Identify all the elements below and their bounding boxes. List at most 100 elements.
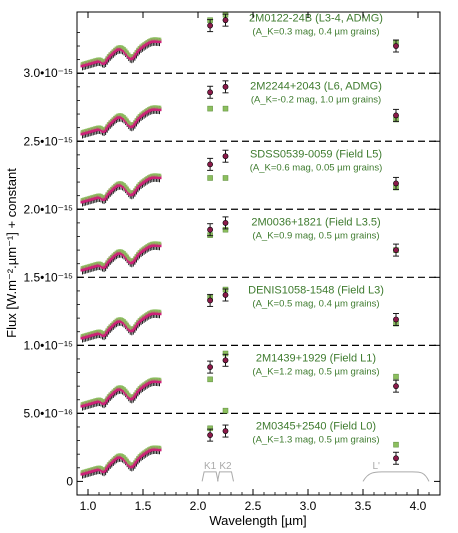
model-spectrum-point: [122, 455, 126, 459]
photometry-K1: [207, 161, 213, 168]
spectrum-point: [134, 391, 139, 396]
y-axis-label: Flux [W.m⁻².µm⁻¹] + constant: [4, 168, 19, 338]
series-subtitle: (A_K=0.5 mag, 0.4 µm grains): [252, 299, 379, 310]
y-tick-label: 2.0•10⁻¹⁵: [23, 202, 73, 216]
spectrum-2: [80, 173, 162, 207]
model-spectrum-point: [125, 186, 129, 190]
model-spectrum-point: [123, 48, 128, 52]
model-spectrum-point: [125, 254, 129, 258]
model-photometry-K2: [222, 407, 229, 414]
model-spectrum-point: [123, 456, 128, 460]
spectrum-1: [80, 105, 162, 139]
filter-curve: [362, 471, 430, 482]
spectrum-point: [132, 393, 137, 398]
x-tick-label: 2.5: [245, 499, 262, 513]
model-spectrum-point: [122, 387, 126, 391]
model-spectrum-point: [122, 251, 126, 255]
model-photometry-L: [393, 441, 399, 448]
spectrum-point: [103, 400, 108, 405]
model-spectrum-point: [126, 392, 131, 396]
series-label: 2M2244+2043 (L6, ADMG): [250, 81, 382, 93]
spectrum-point: [134, 459, 139, 464]
spectrum-point: [132, 189, 137, 194]
model-spectrum-point: [122, 46, 126, 50]
spectrum-point: [157, 39, 162, 44]
spectrum-point: [105, 125, 110, 130]
model-spectrum-point: [122, 319, 126, 323]
spectrum-5: [80, 377, 162, 411]
model-photometry-L: [393, 373, 399, 380]
model-photometry-K1: [207, 105, 213, 112]
model-spectrum-point: [125, 458, 129, 462]
filter-curve: [217, 471, 234, 482]
model-spectrum-point: [122, 183, 126, 187]
series-subtitle: (A_K=0.3 mag, 0.4 µm grains): [252, 27, 379, 38]
photometry-6: [207, 407, 399, 465]
photometry-K1: [207, 432, 213, 439]
photometry-K2: [222, 153, 229, 160]
separator-lines: [77, 72, 440, 414]
photometry-1: [207, 80, 399, 123]
model-spectrum-point: [126, 256, 131, 260]
filter-curves: K1 K2 L': [201, 461, 430, 482]
spectrum-point: [105, 261, 110, 266]
series-label: 2M0036+1821 (Field L3.5): [251, 217, 380, 229]
spectrum-point: [103, 196, 108, 201]
spectrum-point: [103, 264, 108, 269]
model-spectrum-point: [126, 52, 131, 56]
model-spectrum-point: [125, 390, 129, 394]
y-tick-label: 3.0•10⁻¹⁵: [23, 66, 73, 80]
x-tick-label: 1.0: [80, 499, 97, 513]
photometry-K1: [207, 89, 213, 96]
spectrum-point: [134, 119, 139, 124]
axes: 1.0 1.5 2.0 2.5 3.0 3.5 4.0 0 5.0•10⁻¹⁶ 1.0•10⁻¹⁵…: [23, 12, 440, 513]
x-axis-label: Wavelength [µm]: [209, 513, 306, 528]
model-spectrum-point: [123, 116, 128, 120]
photometry-K2: [222, 357, 229, 364]
y-tick-label: 1.0•10⁻¹⁵: [23, 338, 73, 352]
model-spectrum-point: [157, 37, 162, 41]
spectrum-point: [132, 257, 137, 262]
filter-label: L': [372, 461, 380, 472]
spectrum-point: [132, 121, 137, 126]
spectrum-point: [103, 468, 108, 473]
photometry-L: [393, 316, 399, 323]
photometry: [207, 11, 399, 465]
model-spectrum-point: [157, 445, 162, 449]
plot-frame: [76, 11, 441, 496]
photometry-L: [393, 43, 399, 49]
series-label: 2M0345+2540 (Field L0): [256, 421, 376, 433]
model-spectrum-point: [125, 50, 129, 54]
photometry-L: [393, 180, 399, 187]
spectrum-point: [134, 255, 139, 260]
x-tick-label: 2.0: [190, 499, 207, 513]
spectrum-point: [157, 311, 162, 316]
x-tick-label: 3.5: [355, 499, 372, 513]
photometry-3: [207, 216, 399, 257]
spectrum-point: [132, 53, 137, 58]
series-labels: 2M0122-24B (L3-4, ADMG) (A_K=0.3 mag, 0.4…: [248, 13, 384, 446]
model-spectrum-point: [157, 377, 162, 381]
spectrum-4: [80, 309, 162, 343]
series-label: 2M1439+1929 (Field L1): [256, 353, 376, 365]
spectrum-point: [105, 397, 110, 402]
series-label: 2M0122-24B (L3-4, ADMG): [249, 13, 383, 25]
photometry-K1: [207, 226, 213, 233]
model-spectrum-point: [123, 184, 128, 188]
y-tick-label: 5.0•10⁻¹⁶: [24, 406, 74, 420]
series-subtitle: (A_K=-0.2 mag, 1.0 µm grains): [251, 95, 381, 106]
series-subtitle: (A_K=0.6 mag, 0.05 µm grains): [250, 163, 382, 174]
photometry-4: [207, 286, 399, 327]
x-tick-label: 4.0: [410, 499, 427, 513]
photometry-K2: [222, 17, 229, 24]
model-photometry-K2: [222, 105, 229, 112]
photometry-K1: [207, 22, 213, 29]
spectrum-point: [103, 128, 108, 133]
model-spectrum-point: [157, 309, 162, 313]
model-spectrum-point: [123, 252, 128, 256]
model-spectrum-point: [126, 188, 131, 192]
spectrum-point: [132, 325, 137, 330]
model-spectrum-point: [123, 320, 128, 324]
photometry-0: [207, 11, 399, 53]
